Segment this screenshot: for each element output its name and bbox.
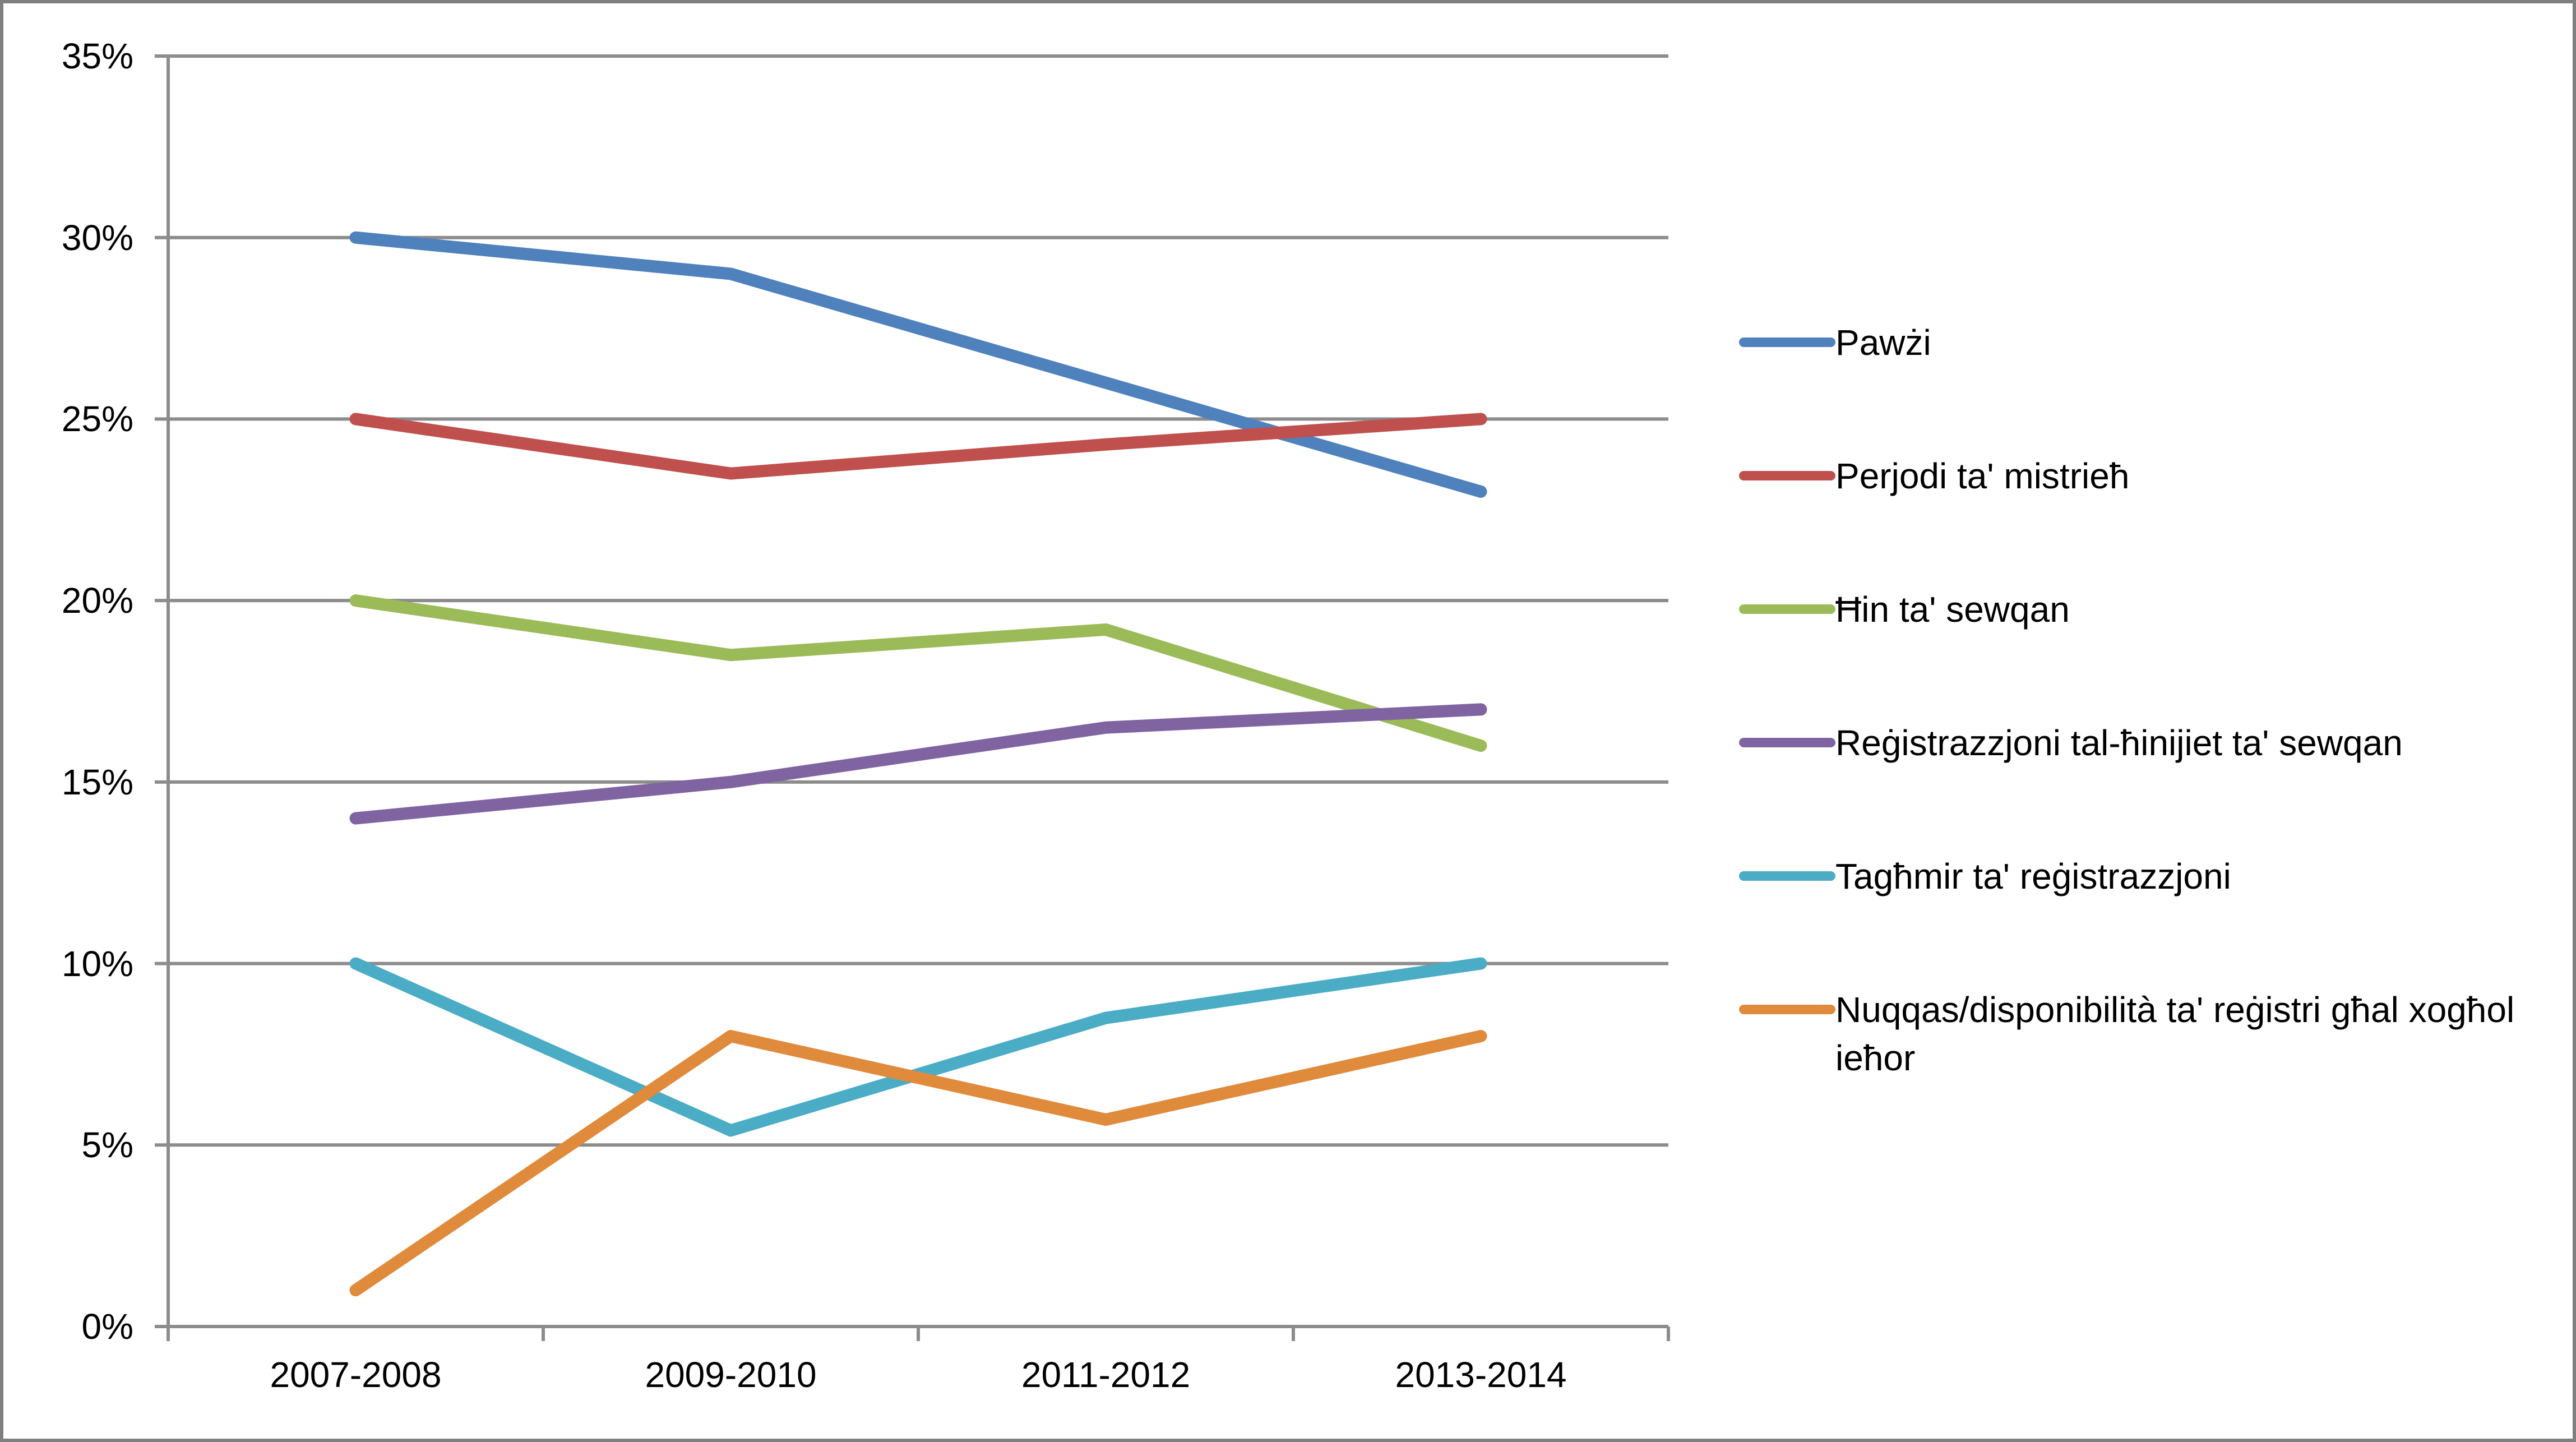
series-line-Nuqqas/disponibilità ta' reġistri għal xogħol ieħor xyxy=(349,1030,1487,1297)
legend-label: Reġistrazzjoni tal-ħinijiet ta' sewqan xyxy=(1835,723,2403,763)
legend-item: Ħin ta' sewqan xyxy=(1739,585,2070,634)
legend-swatch-icon xyxy=(1739,338,1835,347)
series-line-Ħin ta' sewqan xyxy=(349,594,1487,752)
legend-label: Nuqqas/disponibilità ta' reġistri għal x… xyxy=(1835,990,2515,1078)
legend-label: Tagħmir ta' reġistrazzjoni xyxy=(1835,856,2231,896)
y-tick-label-20%: 20% xyxy=(61,580,133,621)
legend-item: Perjodi ta' mistrieħ xyxy=(1739,452,2129,500)
y-tick-label-30%: 30% xyxy=(61,217,133,258)
legend-swatch-icon xyxy=(1739,1005,1835,1014)
legend-item: Pawżi xyxy=(1739,318,1931,367)
y-tick-label-5%: 5% xyxy=(81,1125,134,1166)
x-tick-label-2009-2010: 2009-2010 xyxy=(645,1355,817,1395)
legend-swatch-icon xyxy=(1739,738,1835,747)
y-tick-label-35%: 35% xyxy=(61,36,133,76)
legend-label: Pawżi xyxy=(1835,322,1931,363)
x-tick-label-2013-2014: 2013-2014 xyxy=(1395,1355,1567,1395)
y-tick-label-15%: 15% xyxy=(61,761,133,802)
series-line-Tagħmir ta' reġistrazzjoni xyxy=(349,957,1487,1137)
legend-swatch-icon xyxy=(1739,471,1835,480)
legend-item: Reġistrazzjoni tal-ħinijiet ta' sewqan xyxy=(1739,719,2403,767)
legend-label: Ħin ta' sewqan xyxy=(1835,589,2070,630)
legend-item: Nuqqas/disponibilità ta' reġistri għal x… xyxy=(1739,986,2559,1082)
x-tick-label-2011-2012: 2011-2012 xyxy=(1021,1355,1191,1395)
legend-item: Tagħmir ta' reġistrazzjoni xyxy=(1739,852,2231,900)
legend-label: Perjodi ta' mistrieħ xyxy=(1835,456,2130,496)
legend-swatch-icon xyxy=(1739,604,1835,614)
y-tick-label-0%: 0% xyxy=(81,1306,134,1347)
series-line-Reġistrazzjoni tal-ħinijiet ta' sewqan xyxy=(349,703,1487,825)
y-tick-label-10%: 10% xyxy=(61,943,133,984)
x-tick-label-2007-2008: 2007-2008 xyxy=(270,1355,442,1395)
plot-area xyxy=(155,54,1670,1341)
legend-swatch-icon xyxy=(1739,871,1835,881)
series-line-Perjodi ta' mistrieħ xyxy=(349,413,1487,480)
y-tick-label-25%: 25% xyxy=(61,399,133,440)
